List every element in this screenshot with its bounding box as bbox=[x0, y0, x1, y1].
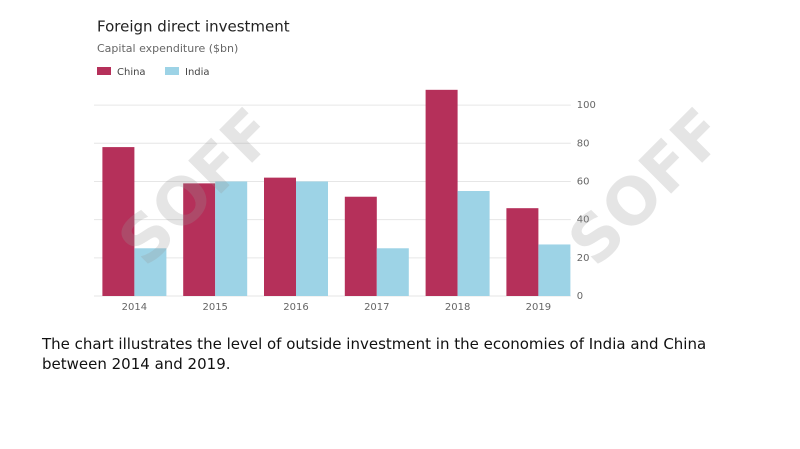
x-tick-label: 2017 bbox=[364, 302, 389, 313]
bar bbox=[215, 181, 248, 296]
y-tick-label: 20 bbox=[577, 253, 590, 264]
chart: Foreign direct investment Capital expend… bbox=[94, 18, 740, 313]
x-tick-label: 2019 bbox=[526, 302, 551, 313]
bar bbox=[102, 147, 135, 296]
bar bbox=[538, 244, 571, 296]
watermark: SOFF bbox=[555, 95, 740, 280]
y-tick-label: 100 bbox=[577, 100, 596, 111]
bar bbox=[296, 181, 328, 296]
legend-swatch bbox=[97, 67, 111, 75]
legend-swatch bbox=[165, 67, 179, 75]
y-tick-label: 40 bbox=[577, 215, 590, 226]
bar bbox=[134, 248, 167, 296]
chart-title: Foreign direct investment bbox=[97, 18, 290, 36]
legend-label: India bbox=[185, 67, 210, 78]
y-tick-label: 0 bbox=[577, 291, 583, 302]
legend-label: China bbox=[117, 67, 146, 78]
y-tick-label: 60 bbox=[577, 176, 590, 187]
bar bbox=[183, 183, 216, 296]
bar bbox=[376, 248, 409, 296]
x-tick-label: 2016 bbox=[283, 302, 308, 313]
bar bbox=[457, 191, 490, 296]
caption: The chart illustrates the level of outsi… bbox=[42, 335, 707, 373]
x-tick-label: 2015 bbox=[202, 302, 227, 313]
bar bbox=[344, 196, 377, 296]
x-tick-label: 2018 bbox=[445, 302, 470, 313]
bar bbox=[425, 89, 458, 297]
bar bbox=[506, 208, 539, 296]
y-tick-label: 80 bbox=[577, 138, 590, 149]
x-tick-label: 2014 bbox=[122, 302, 147, 313]
bar bbox=[264, 177, 296, 296]
chart-subtitle: Capital expenditure ($bn) bbox=[97, 42, 238, 55]
